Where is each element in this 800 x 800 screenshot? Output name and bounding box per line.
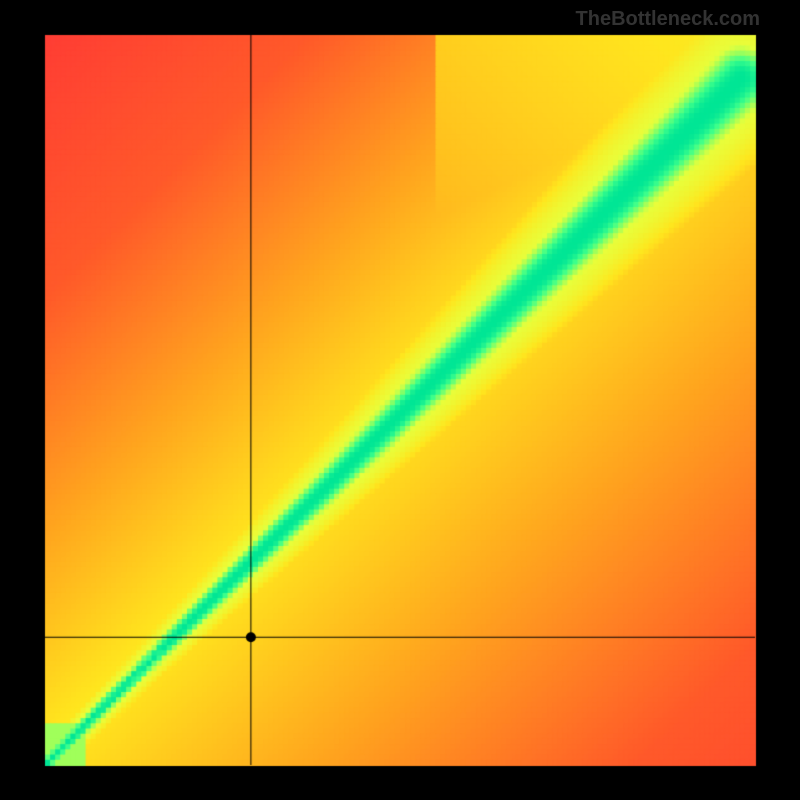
watermark-text: TheBottleneck.com <box>576 8 760 31</box>
chart-container: TheBottleneck.com <box>0 0 800 800</box>
bottleneck-heatmap <box>0 0 800 800</box>
